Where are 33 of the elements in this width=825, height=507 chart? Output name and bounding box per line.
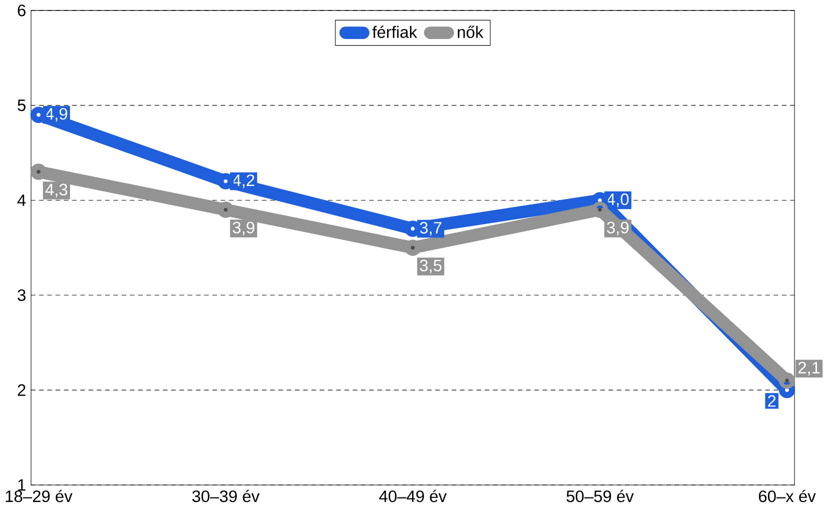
x-tick-label: 18–29 év: [6, 490, 72, 502]
data-label: 4,2: [232, 174, 254, 188]
data-label: 3,9: [606, 222, 629, 236]
x-tick-label: 40–49 év: [379, 490, 447, 502]
data-label: 3,7: [420, 222, 442, 236]
data-label: 4,0: [606, 194, 629, 208]
y-tick-label: 6: [18, 4, 26, 16]
point: [30, 164, 47, 180]
data-label: 4,3: [45, 184, 68, 198]
y-tick-label: 2: [18, 384, 26, 396]
legend-label: nők: [458, 26, 484, 38]
point: [592, 192, 608, 208]
point: [778, 372, 796, 389]
point: [218, 173, 234, 190]
x-tick-label: 30–39 év: [192, 490, 260, 502]
data-label: 2,1: [798, 362, 820, 376]
point: [404, 220, 421, 237]
point: [778, 382, 796, 398]
y-tick-label: 1: [18, 479, 26, 491]
point: [404, 240, 421, 256]
x-tick-label: 50–59 év: [566, 490, 634, 502]
data-label: 4,9: [45, 108, 68, 122]
data-label: 3,9: [232, 222, 254, 236]
x-tick-label: 60–x év: [758, 490, 816, 502]
legend-label: férfiak: [372, 26, 418, 38]
data-label: 2: [768, 395, 776, 407]
y-tick-label: 5: [18, 100, 26, 112]
point: [592, 202, 608, 218]
point: [218, 202, 234, 218]
y-tick-label: 4: [17, 194, 26, 206]
data-label: 3,5: [420, 260, 442, 274]
point: [30, 106, 47, 124]
y-tick-label: 3: [18, 289, 26, 302]
